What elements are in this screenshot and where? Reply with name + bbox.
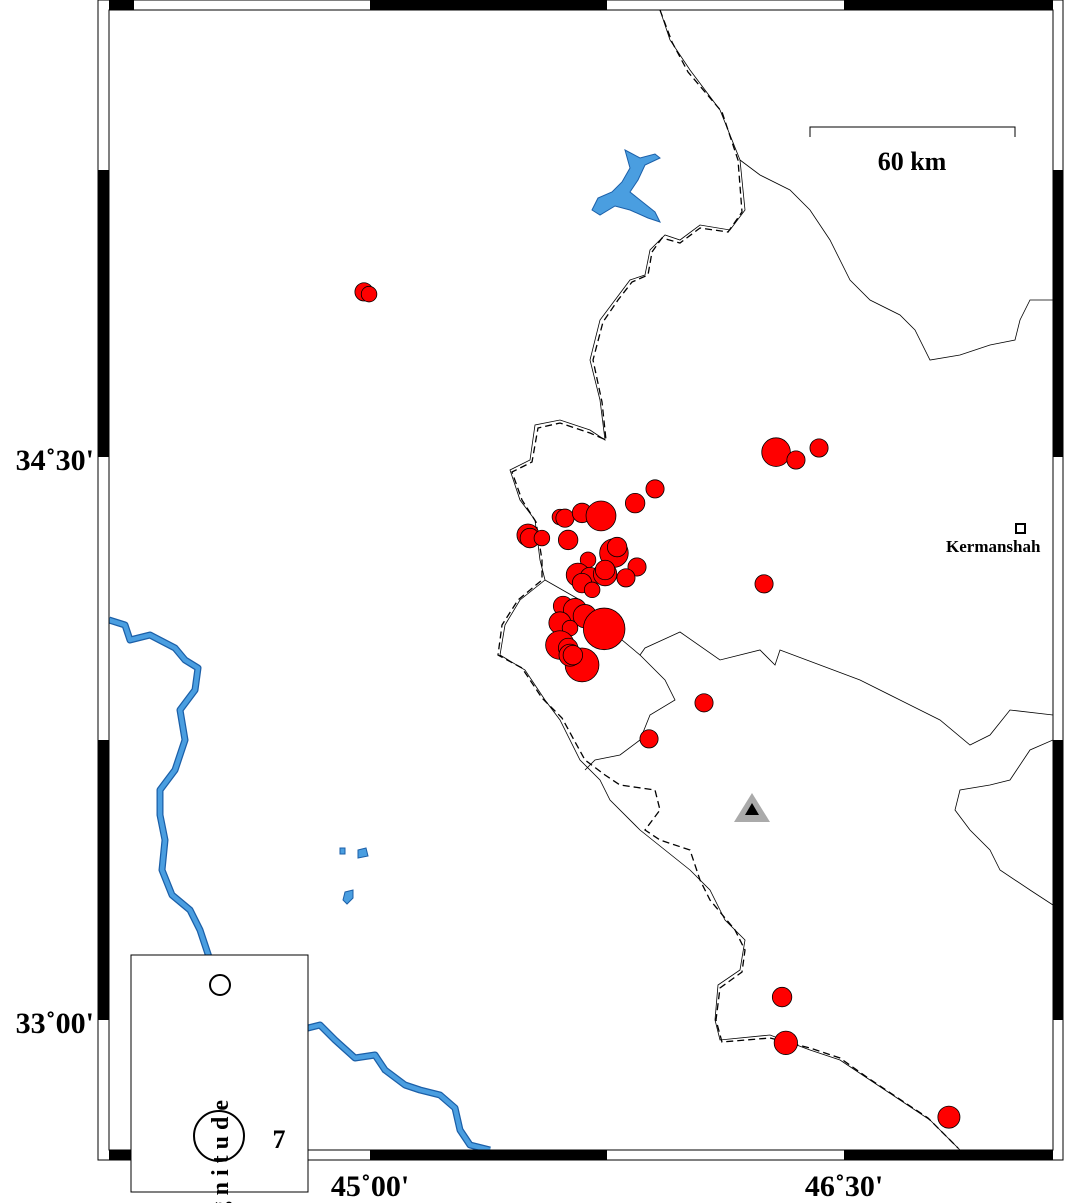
earthquake-event: [809, 438, 829, 458]
y-tick-label: 34˚30': [16, 444, 94, 477]
legend-circle-large: [193, 1110, 245, 1162]
magnitude-legend: 7 Magnitude: [130, 954, 309, 1203]
station-marker: [734, 793, 770, 822]
earthquake-event: [583, 581, 601, 599]
earthquake-event: [761, 437, 791, 467]
earthquake-event: [616, 568, 636, 588]
triangle-inner-icon: [745, 803, 759, 815]
earthquake-event: [773, 1030, 798, 1055]
river-fill: [109, 617, 491, 1150]
earthquake-event: [585, 500, 617, 532]
earthquake-event: [562, 645, 584, 666]
earthquake-events: [354, 282, 961, 1129]
earthquake-event: [624, 493, 646, 514]
pond: [339, 847, 369, 905]
province-boundaries: [544, 159, 1053, 906]
earthquake-event: [582, 607, 626, 651]
legend-label: 7: [273, 1125, 286, 1154]
square-icon: [1015, 523, 1026, 534]
earthquake-event: [557, 529, 579, 551]
scale-bar: [809, 126, 1016, 137]
earthquake-event: [606, 536, 628, 558]
map-area: Kermanshah 60 km: [109, 10, 1053, 1150]
earthquake-event: [555, 508, 575, 528]
x-tick-label: 46˚30': [805, 1170, 883, 1203]
map-frame: [97, 0, 1064, 1161]
earthquake-event: [639, 729, 659, 749]
lake: [591, 149, 661, 223]
y-tick-label: 33˚00': [16, 1007, 94, 1040]
scale-bar-label: 60 km: [878, 147, 947, 176]
earthquake-event: [533, 529, 551, 547]
earthquake-event: [771, 986, 793, 1008]
earthquake-event: [594, 559, 616, 581]
earthquake-event: [786, 450, 806, 470]
legend-title: Magnitude: [208, 1094, 234, 1203]
earthquake-event: [937, 1105, 961, 1129]
earthquake-event: [360, 285, 378, 303]
legend-circle-small: [209, 974, 231, 996]
earthquake-event: [694, 693, 714, 713]
earthquake-event: [645, 479, 665, 499]
x-tick-label: 45˚00': [331, 1170, 409, 1203]
city-label: Kermanshah: [946, 537, 1041, 556]
earthquake-event: [754, 574, 774, 594]
